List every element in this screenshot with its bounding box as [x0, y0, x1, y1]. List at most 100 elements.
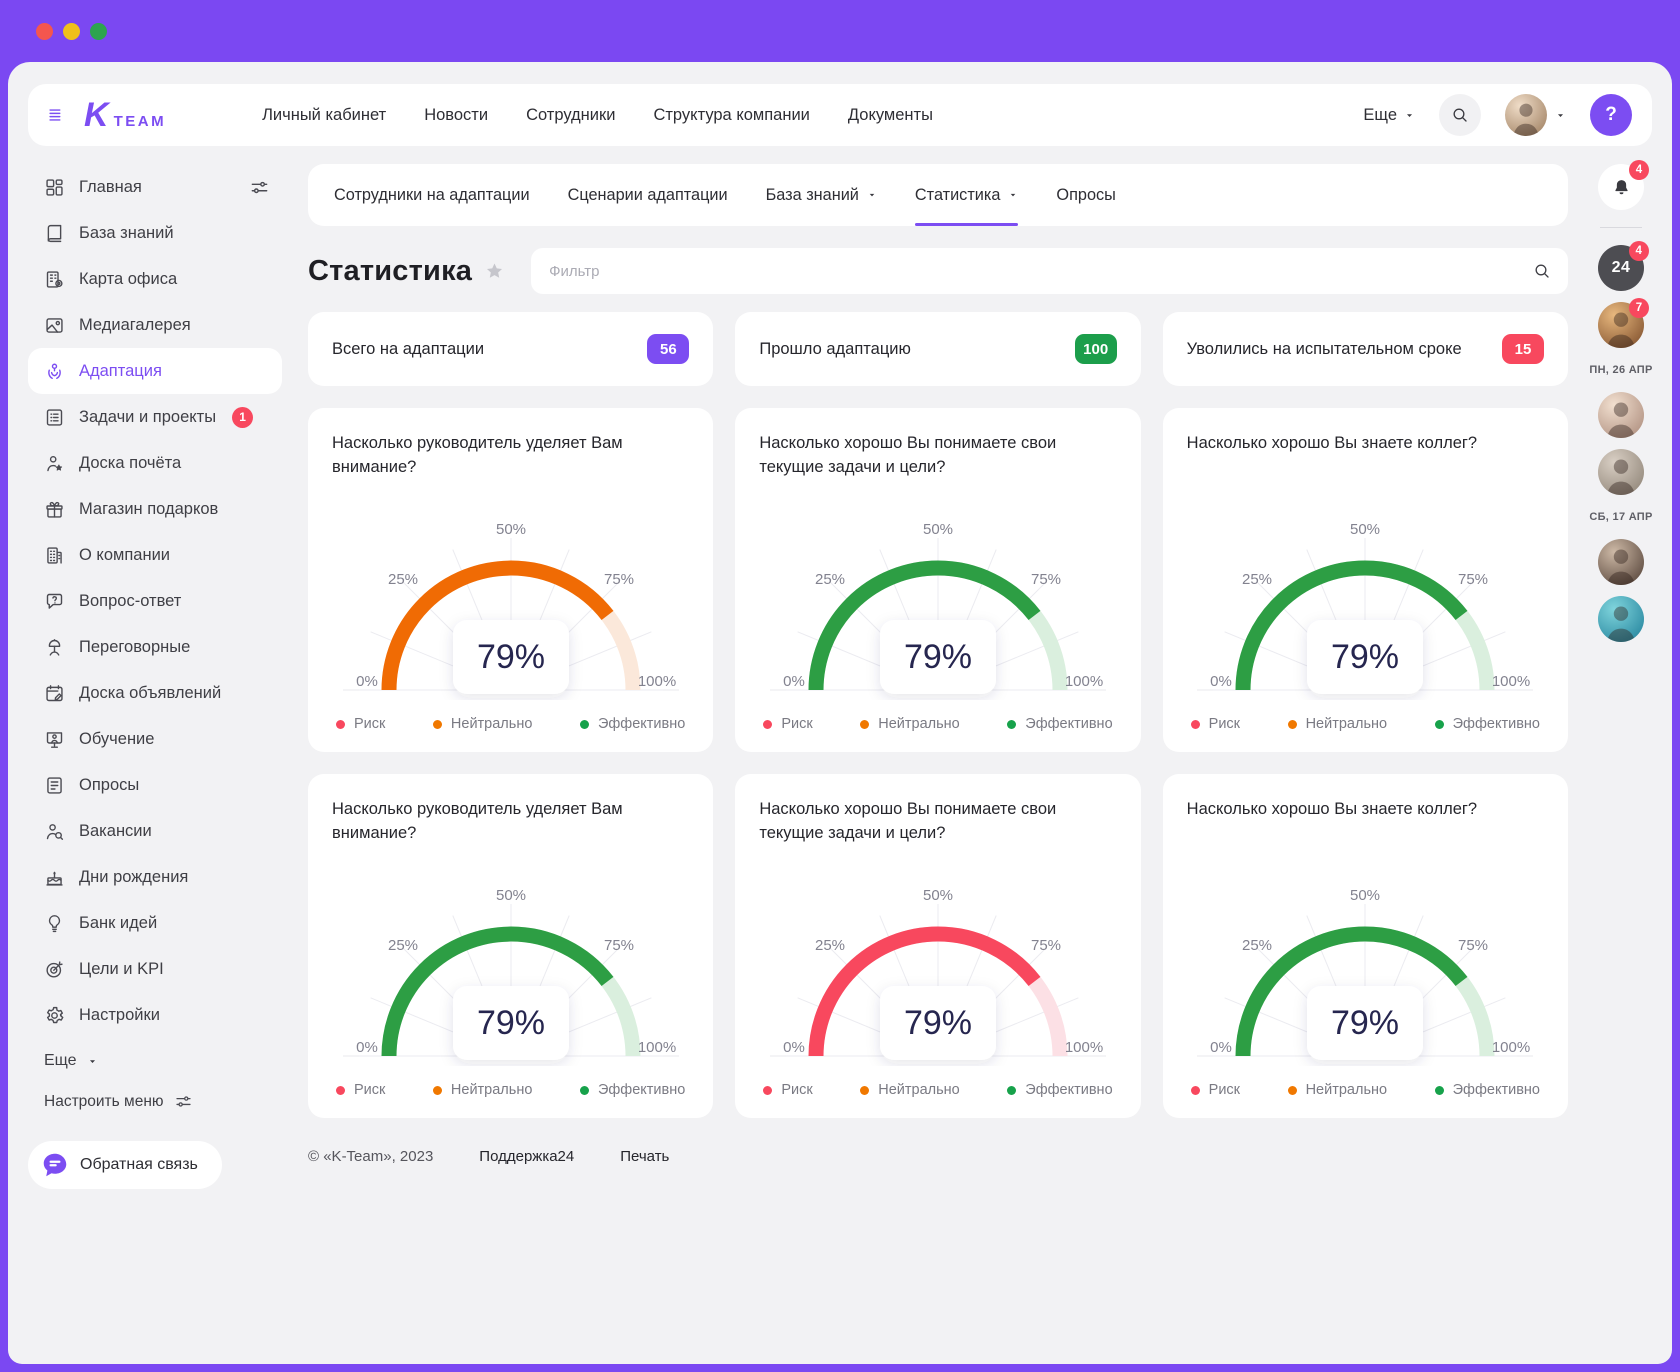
calendar-widget[interactable]: 24 4	[1598, 241, 1649, 291]
gauge-legend: Риск Нейтрально Эффективно	[1187, 1082, 1544, 1098]
legend-dot	[432, 1085, 442, 1095]
sidebar-item-Главная[interactable]: Главная	[28, 164, 282, 210]
idea-bank-icon	[44, 913, 65, 934]
more-menu-button[interactable]: Еще	[1363, 106, 1415, 125]
print-link[interactable]: Печать	[620, 1148, 670, 1165]
page-body: Главная База знаний Карта офиса Медиагалере…	[28, 160, 1652, 1193]
sidebar-item-label: Банк идей	[79, 913, 158, 932]
gauge-title: Насколько руководитель уделяет Вам внима…	[332, 800, 623, 842]
feedback-button[interactable]: Обратная связь	[28, 1141, 222, 1189]
traffic-light-zoom[interactable]	[90, 22, 107, 40]
tab-Опросы[interactable]: Опросы	[1056, 164, 1115, 226]
legend-item: Риск	[336, 716, 385, 732]
search-icon	[1450, 105, 1470, 125]
svg-text:25%: 25%	[815, 937, 845, 954]
right-rail: 4 24 4 7 ПН, 26 АПР СБ, 17 АПР	[1589, 160, 1652, 1193]
tab-Сценарии адаптации[interactable]: Сценарии адаптации	[568, 164, 728, 226]
nav-link[interactable]: Новости	[424, 105, 489, 124]
search-icon[interactable]	[1532, 261, 1552, 281]
legend-item: Риск	[1190, 1082, 1240, 1098]
svg-text:75%: 75%	[1031, 571, 1061, 588]
svg-text:25%: 25%	[388, 571, 418, 588]
rail-avatar[interactable]	[1598, 392, 1644, 438]
page-footer: © «K-Team», 2023 Поддержка24 Печать	[308, 1148, 1568, 1165]
customize-menu-button[interactable]: Настроить меню	[28, 1070, 282, 1111]
title-row: Статистика	[308, 248, 1568, 294]
chevron-down-icon	[87, 1056, 98, 1067]
sliders-icon[interactable]	[249, 177, 270, 198]
traffic-light-close[interactable]	[36, 22, 53, 40]
sidebar-item-О компании[interactable]: О компании	[28, 532, 282, 578]
rail-avatar[interactable]	[1598, 596, 1644, 642]
sidebar-item-База знаний[interactable]: База знаний	[28, 210, 282, 256]
legend-item: Риск	[763, 716, 813, 732]
nav-link[interactable]: Документы	[847, 105, 933, 124]
qa-icon	[44, 591, 65, 612]
star-icon[interactable]	[484, 261, 505, 282]
notifications-button[interactable]: 4	[1598, 160, 1649, 210]
legend-label: Эффективно	[597, 1082, 686, 1098]
hamburger-menu-icon[interactable]	[46, 104, 68, 126]
sidebar-item-badge: 1	[232, 406, 254, 428]
sidebar-item-Доска объявлений[interactable]: Доска объявлений	[28, 670, 282, 716]
sidebar-item-Настройки[interactable]: Настройки	[28, 992, 282, 1038]
sidebar-item-Обучение[interactable]: Обучение	[28, 716, 282, 762]
sidebar-item-Карта офиса[interactable]: Карта офиса	[28, 256, 282, 302]
sidebar-item-Дни рождения[interactable]: Дни рождения	[28, 854, 282, 900]
sidebar-item-Вакансии[interactable]: Вакансии	[28, 808, 282, 854]
gauge-title: Насколько хорошо Вы понимаете свои текущ…	[759, 800, 1057, 842]
nav-link[interactable]: Сотрудники	[526, 105, 616, 124]
tab-База знаний[interactable]: База знаний	[766, 164, 877, 226]
legend-dot	[336, 719, 345, 729]
tab-Сотрудники на адаптации[interactable]: Сотрудники на адаптации	[334, 164, 530, 226]
app-logo[interactable]: K TEAM	[84, 98, 166, 132]
nav-link[interactable]: Личный кабинет	[262, 105, 387, 124]
legend-item: Эффективно	[1434, 1082, 1540, 1098]
tab-Статистика[interactable]: Статистика	[914, 164, 1019, 226]
traffic-light-minimize[interactable]	[63, 22, 80, 40]
legend-item: Нейтрально	[1287, 1082, 1388, 1098]
legend-item: Эффективно	[1434, 716, 1540, 732]
sidebar-item-label: Вакансии	[79, 821, 152, 840]
support-link[interactable]: Поддержка24	[479, 1148, 575, 1165]
rail-avatar[interactable]	[1598, 539, 1644, 585]
filter-input[interactable]	[547, 261, 1532, 281]
user-menu[interactable]	[1505, 94, 1566, 136]
sidebar-item-Магазин подарков[interactable]: Магазин подарков	[28, 486, 282, 532]
sidebar-item-label: Доска объявлений	[79, 683, 222, 702]
search-button[interactable]	[1439, 94, 1481, 136]
help-button[interactable]: ?	[1590, 94, 1632, 136]
tab-label: Сценарии адаптации	[567, 185, 728, 204]
sidebar-more-button[interactable]: Еще	[28, 1038, 282, 1070]
svg-text:0%: 0%	[1210, 1039, 1232, 1056]
rail-avatar[interactable]: 7	[1598, 298, 1649, 348]
gauge-title: Насколько руководитель уделяет Вам внима…	[332, 434, 623, 476]
legend-label: Нейтрально	[1305, 1082, 1388, 1098]
adaptation-icon	[44, 361, 65, 382]
avatar-badge: 7	[1629, 298, 1649, 318]
svg-text:100%: 100%	[637, 1039, 675, 1056]
copyright-text: © «K-Team», 2023	[308, 1148, 434, 1165]
sidebar-item-Адаптация[interactable]: Адаптация	[28, 348, 282, 394]
sidebar-item-Банк идей[interactable]: Банк идей	[28, 900, 282, 946]
meeting-rooms-icon	[44, 637, 65, 658]
svg-text:25%: 25%	[388, 937, 418, 954]
rail-avatar[interactable]	[1598, 449, 1644, 495]
legend-item: Нейтрально	[432, 1082, 532, 1098]
sidebar-item-Доска почёта[interactable]: Доска почёта	[28, 440, 282, 486]
sidebar-item-Задачи и проекты[interactable]: Задачи и проекты 1	[28, 394, 282, 440]
top-bar: K TEAM Личный кабинет Новости Сотрудники Ст…	[28, 84, 1652, 146]
media-gallery-icon	[44, 315, 65, 336]
legend-item: Эффективно	[579, 1082, 686, 1098]
sidebar-item-Вопрос-ответ[interactable]: Вопрос-ответ	[28, 578, 282, 624]
gauge-chart: 0% 25% 50% 75% 100% 79%	[769, 887, 1106, 1060]
sidebar-item-Цели и KPI[interactable]: Цели и KPI	[28, 946, 282, 992]
sidebar-item-label: О компании	[79, 545, 170, 564]
office-map-icon	[44, 269, 65, 290]
legend-dot	[860, 719, 870, 729]
sidebar-item-Переговорные[interactable]: Переговорные	[28, 624, 282, 670]
sidebar: Главная База знаний Карта офиса Медиагалере…	[28, 164, 282, 1193]
sidebar-item-Медиагалерея[interactable]: Медиагалерея	[28, 302, 282, 348]
nav-link[interactable]: Структура компании	[653, 105, 810, 124]
sidebar-item-Опросы[interactable]: Опросы	[28, 762, 282, 808]
